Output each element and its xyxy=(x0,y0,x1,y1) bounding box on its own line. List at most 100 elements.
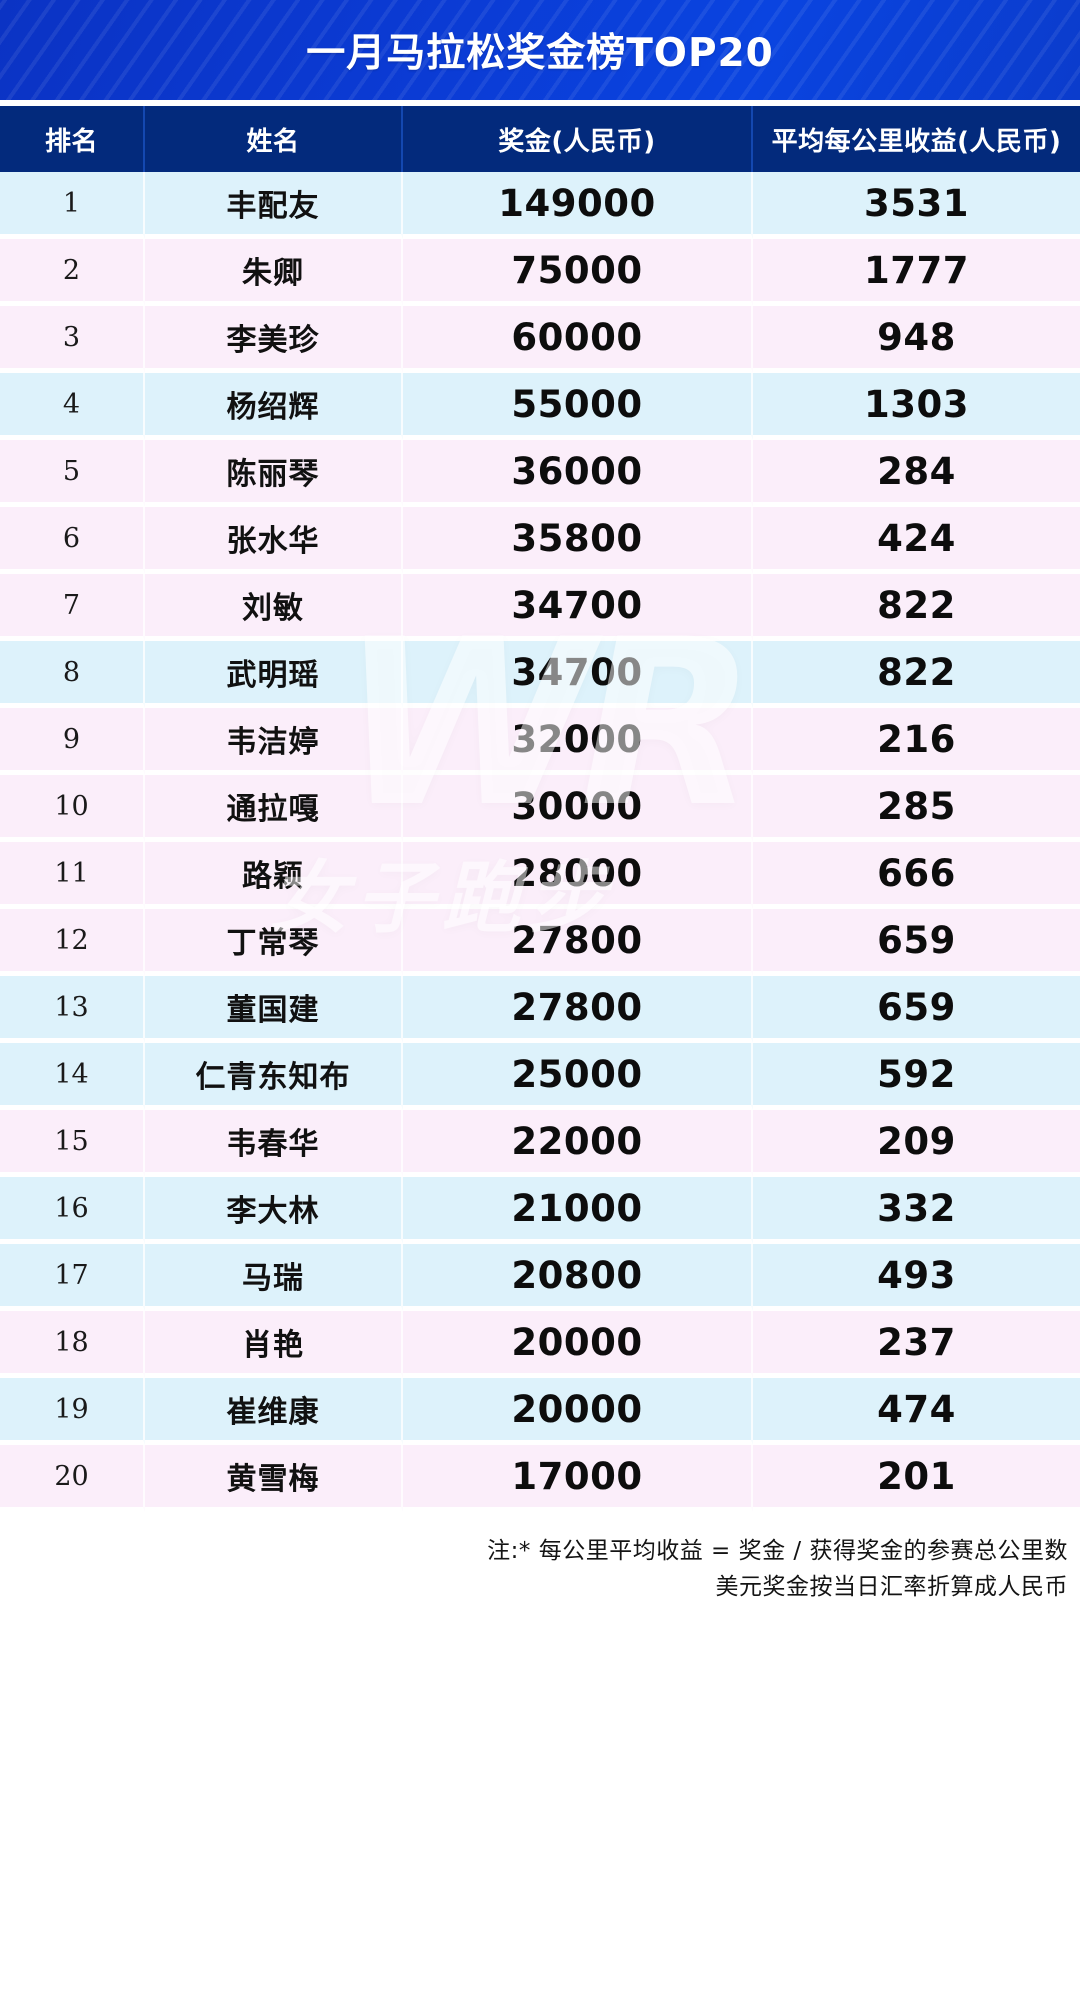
title-banner: 一月马拉松奖金榜TOP20 xyxy=(0,0,1080,100)
footnote-formula: 注:* 每公里平均收益 = 奖金 / 获得奖金的参赛总公里数 xyxy=(487,1538,1068,1564)
cell-rank: 16 xyxy=(0,1177,145,1244)
cell-perkm: 822 xyxy=(753,641,1080,708)
column-header-name: 姓名 xyxy=(145,106,403,172)
cell-perkm: 948 xyxy=(753,306,1080,373)
cell-name: 陈丽琴 xyxy=(145,440,403,507)
cell-name: 李大林 xyxy=(145,1177,403,1244)
cell-perkm: 237 xyxy=(753,1311,1080,1378)
cell-prize: 20000 xyxy=(403,1378,753,1445)
cell-name: 崔维康 xyxy=(145,1378,403,1445)
cell-name: 肖艳 xyxy=(145,1311,403,1378)
prize-ranking-table: 排名 姓名 奖金(人民币) 平均每公里收益(人民币) 1 丰配友 149000 353… xyxy=(0,106,1080,1512)
cell-rank: 3 xyxy=(0,306,145,373)
cell-prize: 35800 xyxy=(403,507,753,574)
cell-name: 仁青东知布 xyxy=(145,1043,403,1110)
table-header-row: 排名 姓名 奖金(人民币) 平均每公里收益(人民币) xyxy=(0,106,1080,172)
cell-prize: 25000 xyxy=(403,1043,753,1110)
cell-rank: 6 xyxy=(0,507,145,574)
table-row: 10 通拉嘎 30000 285 xyxy=(0,775,1080,842)
cell-rank: 19 xyxy=(0,1378,145,1445)
cell-rank: 18 xyxy=(0,1311,145,1378)
cell-prize: 20800 xyxy=(403,1244,753,1311)
cell-rank: 2 xyxy=(0,239,145,306)
cell-rank: 15 xyxy=(0,1110,145,1177)
cell-perkm: 3531 xyxy=(753,172,1080,239)
cell-rank: 10 xyxy=(0,775,145,842)
cell-rank: 20 xyxy=(0,1445,145,1512)
cell-prize: 28000 xyxy=(403,842,753,909)
banner-divider xyxy=(0,100,1080,106)
cell-perkm: 1303 xyxy=(753,373,1080,440)
table-row: 5 陈丽琴 36000 284 xyxy=(0,440,1080,507)
cell-name: 韦春华 xyxy=(145,1110,403,1177)
cell-name: 黄雪梅 xyxy=(145,1445,403,1512)
cell-perkm: 666 xyxy=(753,842,1080,909)
cell-prize: 36000 xyxy=(403,440,753,507)
cell-name: 李美珍 xyxy=(145,306,403,373)
cell-perkm: 592 xyxy=(753,1043,1080,1110)
table-header: 排名 姓名 奖金(人民币) 平均每公里收益(人民币) xyxy=(0,106,1080,172)
table-row: 4 杨绍辉 55000 1303 xyxy=(0,373,1080,440)
page-title: 一月马拉松奖金榜TOP20 xyxy=(306,31,774,76)
cell-rank: 9 xyxy=(0,708,145,775)
table-row: 16 李大林 21000 332 xyxy=(0,1177,1080,1244)
cell-prize: 22000 xyxy=(403,1110,753,1177)
cell-rank: 7 xyxy=(0,574,145,641)
cell-prize: 21000 xyxy=(403,1177,753,1244)
cell-perkm: 284 xyxy=(753,440,1080,507)
table-row: 3 李美珍 60000 948 xyxy=(0,306,1080,373)
cell-prize: 27800 xyxy=(403,909,753,976)
cell-prize: 55000 xyxy=(403,373,753,440)
cell-name: 丰配友 xyxy=(145,172,403,239)
table-row: 20 黄雪梅 17000 201 xyxy=(0,1445,1080,1512)
cell-name: 朱卿 xyxy=(145,239,403,306)
cell-rank: 13 xyxy=(0,976,145,1043)
table-row: 8 武明瑶 34700 822 xyxy=(0,641,1080,708)
column-header-prize: 奖金(人民币) xyxy=(403,106,753,172)
cell-name: 马瑞 xyxy=(145,1244,403,1311)
table-row: 14 仁青东知布 25000 592 xyxy=(0,1043,1080,1110)
cell-rank: 1 xyxy=(0,172,145,239)
cell-prize: 30000 xyxy=(403,775,753,842)
cell-perkm: 216 xyxy=(753,708,1080,775)
cell-perkm: 659 xyxy=(753,909,1080,976)
table-row: 2 朱卿 75000 1777 xyxy=(0,239,1080,306)
cell-rank: 5 xyxy=(0,440,145,507)
cell-rank: 8 xyxy=(0,641,145,708)
cell-rank: 17 xyxy=(0,1244,145,1311)
cell-prize: 75000 xyxy=(403,239,753,306)
cell-prize: 27800 xyxy=(403,976,753,1043)
cell-prize: 32000 xyxy=(403,708,753,775)
cell-rank: 11 xyxy=(0,842,145,909)
cell-perkm: 209 xyxy=(753,1110,1080,1177)
cell-prize: 17000 xyxy=(403,1445,753,1512)
table-row: 7 刘敏 34700 822 xyxy=(0,574,1080,641)
column-header-perkm: 平均每公里收益(人民币) xyxy=(753,106,1080,172)
table-row: 18 肖艳 20000 237 xyxy=(0,1311,1080,1378)
cell-name: 董国建 xyxy=(145,976,403,1043)
cell-name: 武明瑶 xyxy=(145,641,403,708)
cell-name: 丁常琴 xyxy=(145,909,403,976)
cell-name: 张水华 xyxy=(145,507,403,574)
cell-perkm: 201 xyxy=(753,1445,1080,1512)
footer-notes: 注:* 每公里平均收益 = 奖金 / 获得奖金的参赛总公里数 美元奖金按当日汇率… xyxy=(0,1512,1080,1614)
cell-rank: 4 xyxy=(0,373,145,440)
footnote-currency: 美元奖金按当日汇率折算成人民币 xyxy=(715,1573,1068,1600)
column-header-rank: 排名 xyxy=(0,106,145,172)
table-body: 1 丰配友 149000 3531 2 朱卿 75000 1777 3 李美珍 60000 948 4 杨… xyxy=(0,172,1080,1512)
cell-perkm: 822 xyxy=(753,574,1080,641)
cell-perkm: 285 xyxy=(753,775,1080,842)
table-row: 19 崔维康 20000 474 xyxy=(0,1378,1080,1445)
cell-name: 通拉嘎 xyxy=(145,775,403,842)
cell-name: 路颖 xyxy=(145,842,403,909)
cell-prize: 149000 xyxy=(403,172,753,239)
cell-perkm: 1777 xyxy=(753,239,1080,306)
cell-perkm: 493 xyxy=(753,1244,1080,1311)
table-row: 1 丰配友 149000 3531 xyxy=(0,172,1080,239)
cell-prize: 34700 xyxy=(403,574,753,641)
table-row: 13 董国建 27800 659 xyxy=(0,976,1080,1043)
cell-perkm: 332 xyxy=(753,1177,1080,1244)
table-row: 9 韦洁婷 32000 216 xyxy=(0,708,1080,775)
cell-rank: 12 xyxy=(0,909,145,976)
table-row: 17 马瑞 20800 493 xyxy=(0,1244,1080,1311)
